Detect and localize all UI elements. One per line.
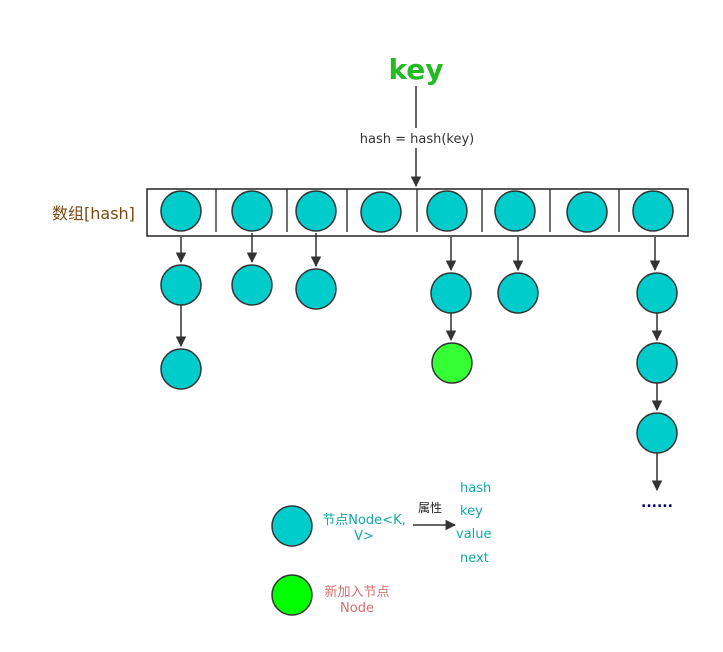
- bucket-node-4: [426, 190, 468, 232]
- legend-node-label-line2: V>: [354, 529, 374, 544]
- bucket-node-0: [160, 190, 202, 232]
- bucket-nodes: [160, 190, 674, 233]
- link-arrows: [175, 233, 663, 492]
- chain-node: [497, 272, 539, 314]
- legend-node-icon: [271, 505, 313, 547]
- legend-field-next: next: [460, 551, 489, 566]
- chain-node: [231, 264, 273, 306]
- legend-field-key: key: [460, 504, 483, 519]
- legend-new-node-label-line1: 新加入节点: [324, 584, 389, 600]
- bucket-node-1: [231, 190, 273, 232]
- chain-node: [295, 268, 337, 310]
- legend-node-label-line1: 节点Node<K,: [322, 513, 405, 528]
- chain-node: [636, 412, 678, 454]
- chain-node: [160, 348, 202, 390]
- new-node: [431, 342, 473, 384]
- bucket-node-5: [494, 190, 536, 232]
- hash-formula: hash = hash(key): [360, 132, 475, 147]
- legend-attributes-label: 属性: [418, 501, 442, 515]
- key-title: key: [388, 53, 443, 86]
- legend-field-hash: hash: [460, 481, 491, 496]
- legend-field-value: value: [456, 527, 492, 542]
- chain-node: [636, 342, 678, 384]
- chain-node: [636, 272, 678, 314]
- bucket-node-3: [360, 191, 402, 233]
- legend-new-node-icon: [271, 574, 313, 616]
- chain-node: [160, 264, 202, 306]
- array-label: 数组[hash]: [52, 204, 135, 223]
- bucket-node-7: [632, 190, 674, 232]
- bucket-node-6: [566, 191, 608, 233]
- chain-nodes: [160, 264, 678, 454]
- bucket-node-2: [295, 190, 337, 232]
- legend: 节点Node<K, V> 属性 hash key value next 新加入节…: [271, 481, 492, 616]
- ellipsis: ......: [641, 495, 673, 511]
- chain-node: [430, 272, 472, 314]
- legend-new-node-label-line2: Node: [340, 601, 374, 616]
